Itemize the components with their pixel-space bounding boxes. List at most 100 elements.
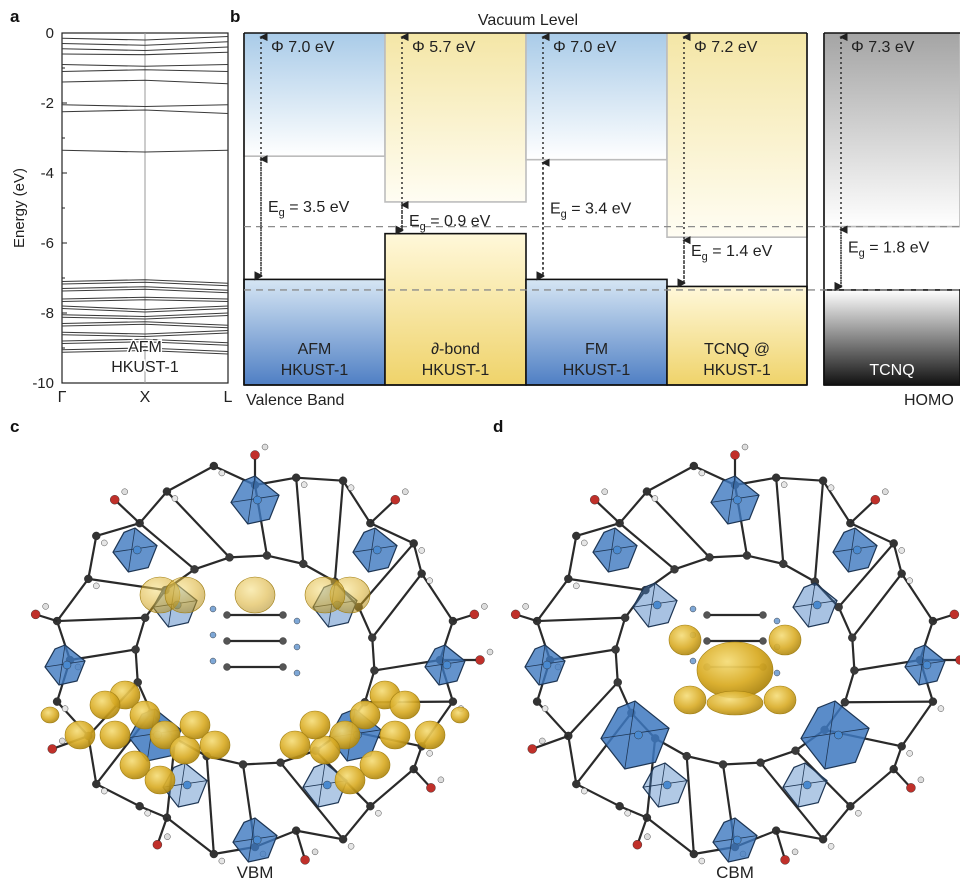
carbon-atom — [689, 849, 699, 859]
hydrogen-atom — [624, 810, 631, 817]
hydrogen-atom — [426, 577, 433, 584]
bond — [618, 522, 676, 571]
conduction-block — [824, 33, 960, 227]
bond — [87, 535, 98, 580]
isosurface-lobe — [673, 685, 707, 715]
polyhedron-edge — [247, 475, 256, 525]
carbon-atom — [279, 637, 287, 645]
carbon-atom — [409, 539, 418, 548]
valence-block — [666, 285, 808, 386]
material-name: FM — [585, 341, 608, 358]
oxygen-atom — [152, 839, 163, 850]
carbon-atom — [368, 633, 377, 642]
copper-atom — [442, 660, 452, 670]
isosurface-lobe — [389, 690, 421, 720]
band-line — [61, 288, 229, 294]
panel-label-c: c — [10, 417, 19, 436]
carbon-atom — [162, 487, 172, 496]
carbon-atom — [840, 698, 850, 707]
bond — [646, 465, 695, 493]
band-line — [61, 69, 229, 73]
valence-block — [384, 232, 527, 386]
hydrogen-atom — [375, 810, 382, 817]
nitrogen-atom — [293, 617, 301, 625]
bond — [295, 830, 307, 861]
bond — [369, 768, 415, 808]
carbon-atom — [92, 531, 101, 541]
polyhedron-edge — [318, 762, 326, 808]
hydrogen-atom — [741, 443, 749, 451]
work-function-label: Φ 7.3 eV — [851, 39, 915, 56]
carbon-atom — [689, 461, 699, 471]
hydrogen-atom — [300, 481, 308, 488]
isosurface-lobe — [334, 765, 366, 795]
hydrogen-atom — [61, 705, 69, 712]
hydrogen-atom — [827, 484, 835, 491]
isosurface-lobe — [379, 720, 411, 750]
hydrogen-atom — [937, 705, 945, 712]
polyhedron-edge — [128, 527, 136, 573]
panel-label-d: d — [493, 417, 503, 436]
nitrogen-atom — [773, 669, 781, 677]
oxygen-atom — [30, 609, 41, 620]
carbon-atom — [846, 802, 855, 811]
bond — [794, 749, 852, 807]
carbon-atom — [779, 559, 788, 569]
panel-label-b: b — [230, 7, 240, 26]
band-gap-label: Eg = 1.8 eV — [848, 239, 930, 259]
polyhedron-edge — [58, 644, 66, 686]
hydrogen-atom — [651, 495, 659, 502]
hydrogen-atom — [698, 469, 706, 477]
isosurface-lobe — [414, 720, 446, 750]
hydrogen-atom — [541, 705, 549, 712]
valence-band-label: Valence Band — [246, 392, 344, 409]
bond — [709, 554, 748, 559]
oxygen-atom — [955, 655, 960, 665]
material-name: HKUST-1 — [281, 362, 349, 379]
bond — [166, 816, 215, 855]
carbon-atom — [448, 697, 458, 706]
copper-atom — [813, 600, 822, 610]
copper-atom — [652, 600, 662, 610]
isosurface-lobe — [304, 576, 346, 614]
bond — [575, 522, 620, 537]
carbon-atom — [611, 645, 620, 654]
isosurface-lobe — [99, 720, 131, 750]
bond — [242, 761, 281, 766]
conduction-block — [385, 33, 526, 202]
band-line — [61, 341, 229, 346]
isosurface-lobe — [763, 685, 797, 715]
hydrogen-atom — [581, 787, 588, 795]
bond — [567, 735, 578, 785]
bond — [363, 670, 376, 703]
work-function-label: Φ 7.0 eV — [271, 39, 335, 56]
valence-block — [243, 278, 386, 386]
carbon-atom — [131, 645, 140, 654]
bond — [746, 554, 784, 565]
nitrogen-atom — [293, 643, 301, 651]
carbon-atom — [370, 666, 379, 675]
band-line — [61, 332, 229, 338]
band-line — [61, 296, 229, 300]
carbon-atom — [209, 461, 219, 471]
hydrogen-atom — [780, 481, 788, 488]
hydrogen-atom — [42, 603, 49, 610]
x-tick-label: Γ — [58, 389, 67, 406]
band-line — [61, 323, 229, 329]
polyhedron-edge — [824, 700, 836, 770]
bond — [619, 805, 648, 819]
oxygen-atom — [250, 450, 260, 460]
bond — [567, 535, 578, 580]
band-gap-label: Eg = 0.9 eV — [409, 213, 491, 233]
band-line — [61, 312, 229, 318]
bond — [156, 817, 168, 846]
carbon-atom — [52, 697, 62, 706]
carbon-atom — [670, 565, 679, 574]
carbon-atom — [84, 574, 93, 584]
polyhedron-edge — [728, 817, 736, 863]
bond — [686, 755, 724, 766]
bond — [420, 573, 454, 622]
polyhedron-edge — [248, 817, 256, 863]
carbon-atom — [928, 697, 938, 706]
